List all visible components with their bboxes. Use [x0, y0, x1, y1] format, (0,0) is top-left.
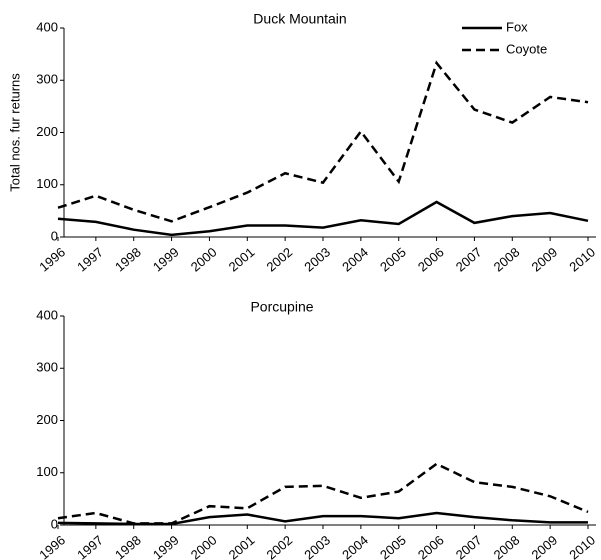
x-tick-label: 2010: [566, 244, 598, 274]
y-tick-label: 400: [36, 307, 58, 322]
x-tick-label: 2006: [415, 532, 447, 560]
series-line: [57, 511, 588, 526]
x-tick-label: 2005: [377, 244, 409, 274]
y-tick-label: 0: [51, 228, 58, 243]
x-tick-label: 1999: [150, 532, 182, 560]
x-tick-label: 2004: [339, 532, 371, 560]
x-tick-label: 1997: [74, 532, 106, 560]
x-tick-label: 2000: [188, 532, 220, 560]
y-tick-label: 200: [36, 124, 58, 139]
series-line: [57, 462, 589, 525]
y-tick-label: 100: [36, 464, 58, 479]
x-tick-label: 2005: [377, 532, 409, 560]
y-axis-label: Total nos. fur returns: [7, 73, 22, 192]
legend-label: Fox: [506, 19, 528, 34]
series-line: [57, 200, 589, 237]
x-tick-label: 2007: [453, 244, 485, 274]
x-tick-label: 2008: [491, 532, 523, 560]
chart-title: Duck Mountain: [253, 11, 346, 27]
x-tick-label: 2009: [528, 532, 560, 560]
x-tick-label: 2001: [226, 532, 258, 560]
legend-label: Coyote: [506, 41, 547, 56]
chart-title: Porcupine: [250, 299, 313, 315]
y-tick-label: 300: [36, 72, 58, 87]
x-tick-label: 2008: [491, 244, 523, 274]
x-tick-label: 2003: [301, 532, 333, 560]
x-tick-label: 2010: [566, 532, 598, 560]
x-tick-label: 2006: [415, 244, 447, 274]
x-tick-label: 1996: [36, 244, 68, 274]
x-tick-label: 2004: [339, 244, 371, 274]
y-tick-label: 100: [36, 176, 58, 191]
y-tick-label: 300: [36, 360, 58, 375]
series-line: [57, 60, 589, 223]
x-tick-label: 2001: [226, 244, 258, 274]
x-tick-label: 1997: [74, 244, 106, 274]
x-tick-label: 1998: [112, 244, 144, 274]
x-tick-label: 2007: [453, 532, 485, 560]
y-tick-label: 200: [36, 412, 58, 427]
y-tick-label: 400: [36, 19, 58, 34]
x-tick-label: 2002: [263, 244, 295, 274]
x-tick-label: 2003: [301, 244, 333, 274]
x-tick-label: 2002: [263, 532, 295, 560]
x-tick-label: 1999: [150, 244, 182, 274]
x-tick-label: 2009: [528, 244, 560, 274]
y-tick-label: 0: [51, 516, 58, 531]
x-tick-label: 1998: [112, 532, 144, 560]
x-tick-label: 2000: [188, 244, 220, 274]
x-tick-label: 1996: [36, 532, 68, 560]
